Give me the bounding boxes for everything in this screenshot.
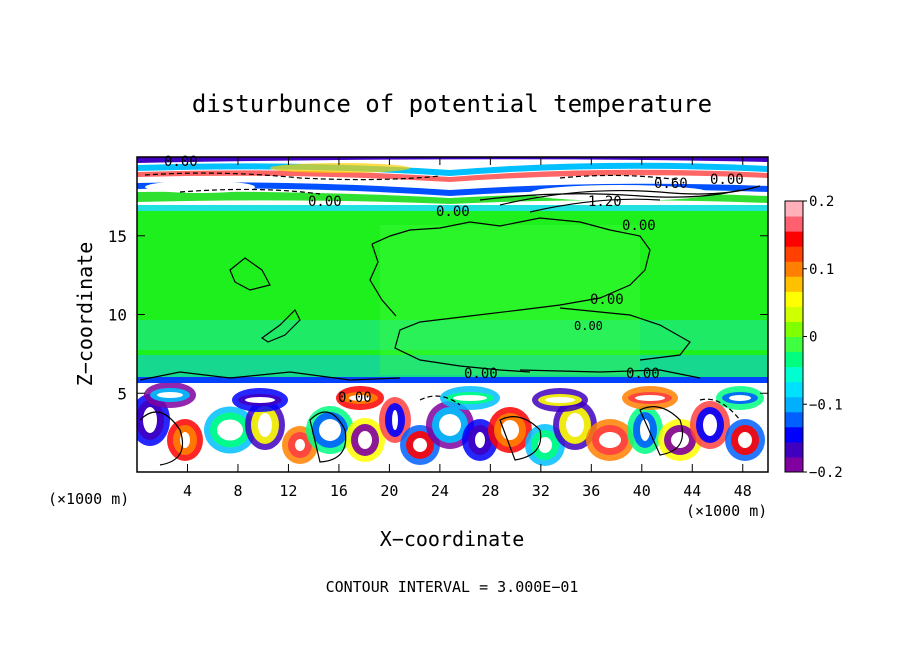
x-axis-label: X−coordinate: [380, 527, 525, 551]
x-tick-label: 8: [233, 482, 242, 500]
colorbar: [785, 201, 803, 473]
disturbance-cell: [599, 432, 621, 448]
disturbance-cell: [475, 432, 485, 448]
contour-label: 0.00: [308, 194, 342, 210]
disturbance-cell: [566, 413, 584, 437]
colorbar-swatch: [785, 381, 803, 398]
x-tick-label: 16: [330, 482, 348, 500]
x-axis: 4 8 12 16 20 24 28 32 36 40 44 48: [183, 157, 752, 500]
colorbar-swatch: [785, 306, 803, 322]
disturbance-cell: [671, 432, 689, 448]
colorbar-tick-label: −0.2: [809, 465, 843, 481]
x-tick-label: 40: [633, 482, 651, 500]
disturbance-cell: [392, 410, 398, 430]
x-unit-right: (×1000 m): [686, 502, 767, 520]
disturbance-cell: [217, 419, 243, 441]
colorbar-swatch: [785, 231, 803, 247]
disturbance-cell: [295, 439, 305, 451]
colorbar-ticks: 0.2 0.1 0 −0.1 −0.2: [803, 194, 843, 481]
x-tick-label: 12: [279, 482, 297, 500]
y-axis-label: Z−coordinate: [73, 242, 97, 387]
mid-layer-band: [137, 205, 768, 211]
disturbance-cell: [545, 397, 575, 403]
colorbar-swatch: [785, 411, 803, 428]
contour-interval-note: CONTOUR INTERVAL = 3.000E−01: [326, 578, 579, 596]
contour-label: 0.00: [622, 218, 656, 234]
contour-label: 0.00: [338, 390, 372, 406]
contour-label: 0.00: [574, 319, 603, 333]
disturbance-cell: [258, 413, 272, 437]
colorbar-tick-label: 0.2: [809, 194, 834, 210]
lower-blobs: [137, 382, 765, 466]
x-tick-label: 28: [481, 482, 499, 500]
contour-label: 0.60: [654, 176, 688, 192]
plot-area: [137, 157, 768, 472]
contour-label-group: 0.00 0.00 0.00 0.00 0.00 0.00 0.00 0.00 …: [164, 154, 744, 406]
disturbance-cell: [143, 407, 157, 433]
disturbance-cell: [358, 431, 372, 449]
colorbar-swatch: [785, 246, 803, 262]
x-tick-label: 36: [582, 482, 600, 500]
contour-label: 0.00: [464, 366, 498, 382]
colorbar-swatch: [785, 321, 803, 337]
disturbance-cell: [157, 392, 183, 398]
colorbar-swatch: [785, 336, 803, 353]
mid-layer: [137, 205, 768, 380]
x-tick-label: 48: [734, 482, 752, 500]
disturbance-cell: [640, 419, 650, 441]
contour-label: 1.20: [588, 194, 622, 210]
disturbance-cell: [538, 437, 552, 453]
disturbance-cell: [319, 419, 341, 441]
disturbance-cell: [245, 397, 275, 403]
disturbance-cell: [703, 414, 717, 436]
disturbance-cell: [738, 432, 752, 448]
mid-layer-center: [380, 225, 640, 375]
contour-label: 0.00: [436, 204, 470, 220]
y-tick-label: 10: [108, 306, 127, 325]
colorbar-tick-label: 0.1: [809, 262, 834, 278]
colorbar-swatch: [785, 456, 803, 473]
contour-lines: [139, 172, 761, 466]
disturbance-cell: [453, 395, 487, 401]
y-axis: 5 10 15: [108, 227, 768, 403]
colorbar-swatch: [785, 216, 803, 232]
x-tick-label: 44: [683, 482, 701, 500]
contour-label: 0.00: [164, 154, 198, 170]
x-tick-label: 32: [532, 482, 550, 500]
disturbance-cell: [439, 414, 461, 436]
x-unit-left: (×1000 m): [48, 490, 129, 508]
chart-title: disturbunce of potential temperature: [192, 90, 712, 118]
colorbar-swatch: [785, 426, 803, 443]
mid-layer-band: [137, 320, 768, 350]
upper-bands: [137, 157, 768, 204]
colorbar-swatch: [785, 351, 803, 368]
contour-label: 0.00: [710, 172, 744, 188]
colorbar-swatch: [785, 291, 803, 307]
contour-label: 0.00: [626, 366, 660, 382]
y-tick-label: 15: [108, 227, 127, 246]
disturbance-cell: [349, 395, 371, 401]
colorbar-tick-label: −0.1: [809, 397, 843, 413]
colorbar-swatch: [785, 261, 803, 277]
disturbance-cell: [729, 395, 751, 401]
colorbar-swatch: [785, 441, 803, 458]
colorbar-swatch: [785, 396, 803, 413]
disturbance-cell: [635, 395, 665, 401]
colorbar-swatch: [785, 366, 803, 383]
colorbar-swatch: [785, 201, 803, 217]
y-tick-label: 5: [117, 384, 127, 403]
colorbar-swatch: [785, 276, 803, 292]
x-tick-label: 4: [183, 482, 192, 500]
lower-layer-top: [137, 377, 768, 383]
x-tick-label: 24: [431, 482, 449, 500]
disturbance-cell: [413, 438, 427, 452]
colorbar-tick-label: 0: [809, 330, 817, 346]
contour-label: 0.00: [590, 292, 624, 308]
x-tick-label: 20: [380, 482, 398, 500]
